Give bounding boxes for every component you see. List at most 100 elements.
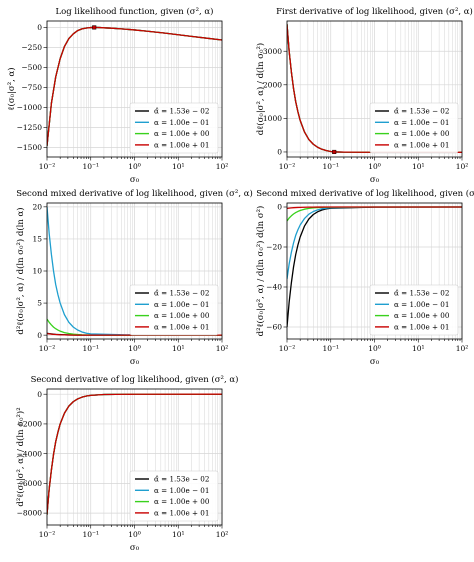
- legend-box: [369, 102, 459, 154]
- series-lines: [287, 206, 462, 328]
- x-tick-label: 10⁻¹: [322, 344, 339, 353]
- x-tick-label: 10⁻²: [39, 162, 56, 171]
- plot-frame: [46, 388, 223, 526]
- x-tick-label: 10²: [456, 162, 469, 171]
- y-axis-label: ℓ(σ₀|σ², α): [6, 67, 17, 110]
- legend-label-4: α = 1.00e + 01: [154, 508, 209, 517]
- y-tick-label: −1000: [17, 103, 43, 112]
- legend-label-1: α̂ = 1.53e − 02: [394, 107, 449, 116]
- legend-label-2: α = 1.00e − 01: [154, 486, 209, 495]
- x-tick-label: 10⁻²: [279, 344, 296, 353]
- chart-panel-2: 10⁻² 10⁻¹ 10⁰ 10¹ 10² 0 1000 2000 3000 First deri…: [255, 6, 473, 185]
- y-tick-label: 1000: [263, 114, 282, 123]
- legend-label-4: α = 1.00e + 01: [154, 322, 209, 331]
- y-tick-label: −1250: [17, 123, 43, 132]
- y-tick-label: −6000: [17, 479, 43, 488]
- x-axis-label: σ₀: [370, 175, 380, 185]
- legend-box: [129, 102, 219, 154]
- x-tick-label: 10⁰: [368, 162, 381, 171]
- x-tick-label: 10²: [216, 530, 229, 539]
- chart-title: Second mixed derivative of log likelihoo…: [16, 188, 253, 199]
- legend-label-3: α = 1.00e + 00: [154, 311, 210, 320]
- legend-label-4: α = 1.00e + 01: [394, 322, 449, 331]
- chart-panel-3: 10⁻² 10⁻¹ 10⁰ 10¹ 10² 0 5 10 15 20 Second mixed de…: [15, 188, 253, 367]
- y-tick-label: −750: [21, 83, 42, 92]
- y-tick-label: 0: [37, 390, 42, 399]
- legend-label-1: α̂ = 1.53e − 02: [154, 475, 209, 484]
- y-axis-label: d²ℓ(σ₀|σ², α) / d(ln σ₀²) d(ln α): [15, 207, 26, 334]
- y-tick-label: −1500: [17, 143, 43, 152]
- series-line-4: [287, 206, 462, 210]
- legend-label-1: α̂ = 1.53e − 02: [394, 289, 449, 298]
- plot-frame: [286, 202, 463, 340]
- x-tick-label: 10⁻¹: [82, 344, 99, 353]
- chart-title: Second derivative of log likelihood, giv…: [31, 374, 239, 385]
- plot-frame: [46, 20, 223, 158]
- y-axis-label: d²ℓ(σ₀|σ², α) / d(ln σ₀²)²: [15, 407, 26, 506]
- y-tick-label: 15: [32, 235, 42, 244]
- legend-label-1: α̂ = 1.53e − 02: [154, 289, 209, 298]
- series-line-2: [287, 206, 462, 280]
- y-tick-label: −2000: [17, 420, 43, 429]
- legend-label-2: α = 1.00e − 01: [394, 300, 449, 309]
- legend: α̂ = 1.53e − 02 α = 1.00e − 01 α = 1.00e +…: [369, 102, 459, 154]
- x-tick-label: 10¹: [172, 530, 185, 539]
- y-tick-label: −500: [21, 63, 42, 72]
- x-tick-label: 10¹: [412, 344, 425, 353]
- y-tick-label: −250: [21, 43, 42, 52]
- legend-label-3: α = 1.00e + 00: [394, 311, 450, 320]
- x-tick-label: 10⁻¹: [82, 162, 99, 171]
- x-tick-label: 10⁰: [368, 344, 381, 353]
- y-tick-label: −20: [266, 243, 282, 252]
- x-tick-label: 10¹: [172, 344, 185, 353]
- legend-label-3: α = 1.00e + 00: [394, 129, 450, 138]
- x-tick-label: 10²: [456, 344, 469, 353]
- y-tick-label: 0: [37, 23, 42, 32]
- y-tick-label: 2000: [263, 80, 282, 89]
- y-tick-label: 20: [32, 202, 42, 211]
- x-tick-label: 10⁰: [128, 162, 141, 171]
- legend-label-4: α = 1.00e + 01: [154, 140, 209, 149]
- x-tick-label: 10⁰: [128, 530, 141, 539]
- chart-title: First derivative of log likelihood, give…: [276, 6, 473, 17]
- chart-panel-1: 10⁻² 10⁻¹ 10⁰ 10¹ 10² 0 −250 −500 −750 −1000 −1250…: [6, 6, 228, 185]
- y-tick-label: 0: [277, 203, 282, 212]
- optimum-marker: [332, 149, 337, 155]
- y-tick-label: −60: [266, 323, 282, 332]
- axis-ticks: [283, 206, 463, 343]
- legend-label-1: α̂ = 1.53e − 02: [154, 107, 209, 116]
- x-tick-label: 10¹: [172, 162, 185, 171]
- series-line-2: [47, 206, 222, 336]
- legend-label-2: α = 1.00e − 01: [154, 118, 209, 127]
- y-tick-label: 10: [32, 267, 42, 276]
- x-tick-label: 10²: [216, 344, 229, 353]
- y-tick-label: 0: [37, 331, 42, 340]
- y-tick-label: 5: [37, 299, 42, 308]
- grid-lines: [286, 203, 463, 339]
- series-line-4: [287, 24, 462, 153]
- y-axis-label: dℓ(σ₀|σ², α) / d(ln σ₀²): [255, 43, 266, 135]
- y-tick-label: −8000: [17, 509, 43, 518]
- series-line-4: [47, 393, 222, 515]
- legend: α̂ = 1.53e − 02 α = 1.00e − 01 α = 1.00e +…: [129, 470, 219, 522]
- legend-box: [129, 470, 219, 522]
- y-tick-label: 3000: [263, 47, 282, 56]
- legend-label-4: α = 1.00e + 01: [394, 140, 449, 149]
- x-tick-label: 10⁻²: [39, 344, 56, 353]
- x-tick-label: 10¹: [412, 162, 425, 171]
- plot-frame: [46, 202, 223, 340]
- legend: α̂ = 1.53e − 02 α = 1.00e − 01 α = 1.00e +…: [129, 102, 219, 154]
- x-tick-label: 10⁻²: [39, 530, 56, 539]
- chart-panel-4: 10⁻² 10⁻¹ 10⁰ 10¹ 10² 0 −20 −40 −60 Second mixed …: [255, 188, 474, 367]
- legend-label-2: α = 1.00e − 01: [154, 300, 209, 309]
- legend-label-2: α = 1.00e − 01: [394, 118, 449, 127]
- x-tick-label: 10²: [216, 162, 229, 171]
- chart-title: Second mixed derivative of log likelihoo…: [256, 188, 474, 199]
- legend-label-3: α = 1.00e + 00: [154, 129, 210, 138]
- y-tick-label: 0: [277, 148, 282, 157]
- x-axis-label: σ₀: [130, 357, 140, 367]
- y-tick-label: −40: [266, 283, 282, 292]
- optimum-marker: [92, 25, 97, 30]
- legend: α̂ = 1.53e − 02 α = 1.00e − 01 α = 1.00e +…: [129, 284, 219, 336]
- plot-frame: [286, 20, 463, 158]
